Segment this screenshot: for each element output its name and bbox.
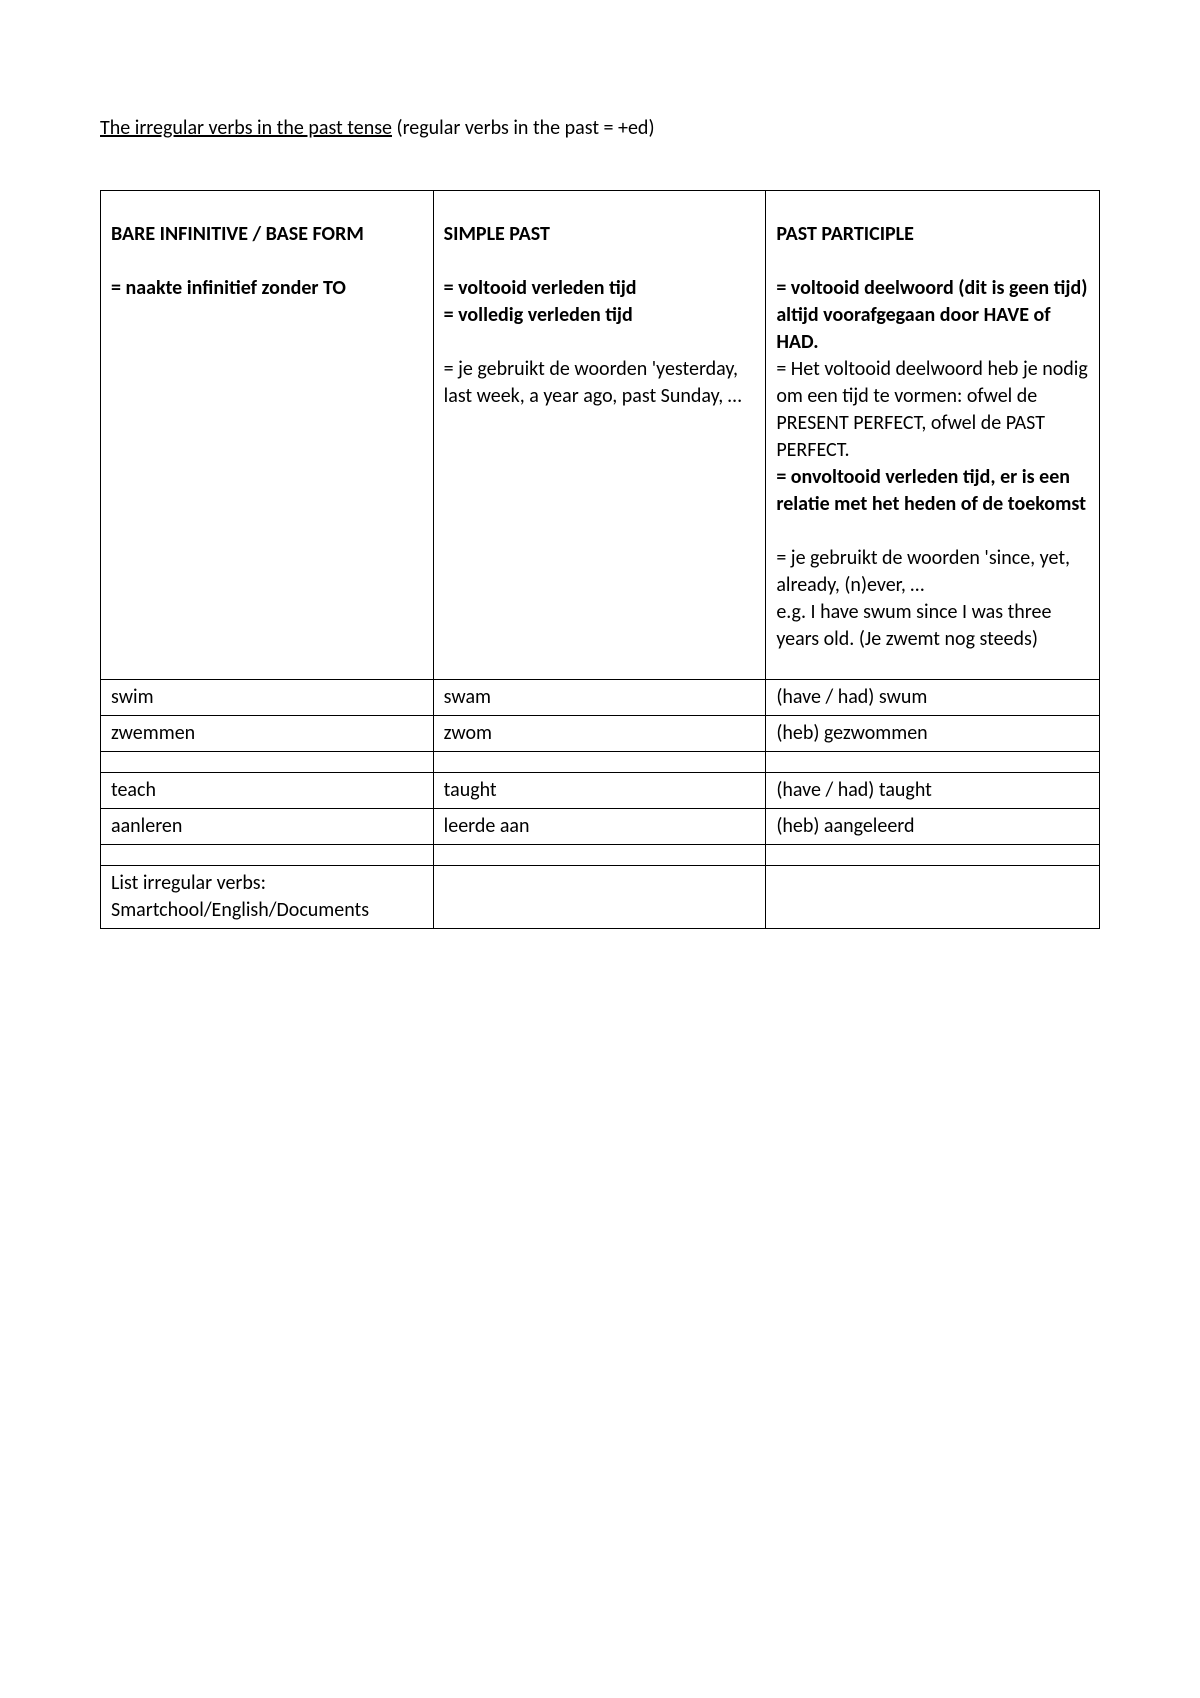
cell: (have / had) swum xyxy=(766,680,1100,716)
verbs-table: BARE INFINITIVE / BASE FORM = naakte inf… xyxy=(100,190,1100,929)
cell xyxy=(433,752,766,773)
header-col1-sub: = naakte infinitief zonder TO xyxy=(111,275,423,302)
cell-line1: List irregular verbs: xyxy=(111,870,423,897)
header-col3-sub2: = onvoltooid verleden tijd, er is een re… xyxy=(776,464,1089,518)
cell: (heb) gezwommen xyxy=(766,716,1100,752)
cell xyxy=(766,866,1100,929)
cell xyxy=(766,845,1100,866)
header-col3-desc3: e.g. I have swum since I was three years… xyxy=(776,599,1089,653)
table-row: teach taught (have / had) taught xyxy=(101,773,1100,809)
header-col3-title: PAST PARTICIPLE xyxy=(776,221,1089,248)
cell xyxy=(101,752,434,773)
header-col3-desc1: = Het voltooid deelwoord heb je nodig om… xyxy=(776,356,1089,464)
header-col2-sub1: = voltooid verleden tijd xyxy=(444,275,756,302)
header-col3: PAST PARTICIPLE = voltooid deelwoord (di… xyxy=(766,191,1100,680)
table-row: zwemmen zwom (heb) gezwommen xyxy=(101,716,1100,752)
cell xyxy=(433,845,766,866)
header-col2: SIMPLE PAST = voltooid verleden tijd = v… xyxy=(433,191,766,680)
cell: swim xyxy=(101,680,434,716)
cell: List irregular verbs: Smartchool/English… xyxy=(101,866,434,929)
header-col2-sub2: = volledig verleden tijd xyxy=(444,302,756,329)
title-underlined: The irregular verbs in the past tense xyxy=(100,116,392,140)
cell: zwemmen xyxy=(101,716,434,752)
cell: aanleren xyxy=(101,809,434,845)
table-row-empty xyxy=(101,752,1100,773)
header-col1-title: BARE INFINITIVE / BASE FORM xyxy=(111,221,423,248)
header-col1: BARE INFINITIVE / BASE FORM = naakte inf… xyxy=(101,191,434,680)
table-row: aanleren leerde aan (heb) aangeleerd xyxy=(101,809,1100,845)
header-col3-desc2: = je gebruikt de woorden 'since, yet, al… xyxy=(776,545,1089,599)
cell: teach xyxy=(101,773,434,809)
cell xyxy=(766,752,1100,773)
page-title: The irregular verbs in the past tense (r… xyxy=(100,115,1100,142)
cell: taught xyxy=(433,773,766,809)
cell xyxy=(433,866,766,929)
cell: zwom xyxy=(433,716,766,752)
cell: (have / had) taught xyxy=(766,773,1100,809)
cell: (heb) aangeleerd xyxy=(766,809,1100,845)
cell xyxy=(101,845,434,866)
header-col3-sub1: = voltooid deelwoord (dit is geen tijd) … xyxy=(776,275,1089,356)
table-row: swim swam (have / had) swum xyxy=(101,680,1100,716)
title-plain: (regular verbs in the past = +ed) xyxy=(392,116,655,140)
cell: swam xyxy=(433,680,766,716)
header-col2-title: SIMPLE PAST xyxy=(444,221,756,248)
table-row: List irregular verbs: Smartchool/English… xyxy=(101,866,1100,929)
header-row: BARE INFINITIVE / BASE FORM = naakte inf… xyxy=(101,191,1100,680)
cell-line2: Smartchool/English/Documents xyxy=(111,897,423,924)
cell: leerde aan xyxy=(433,809,766,845)
table-row-empty xyxy=(101,845,1100,866)
header-col2-desc1: = je gebruikt de woorden 'yesterday, las… xyxy=(444,356,756,410)
